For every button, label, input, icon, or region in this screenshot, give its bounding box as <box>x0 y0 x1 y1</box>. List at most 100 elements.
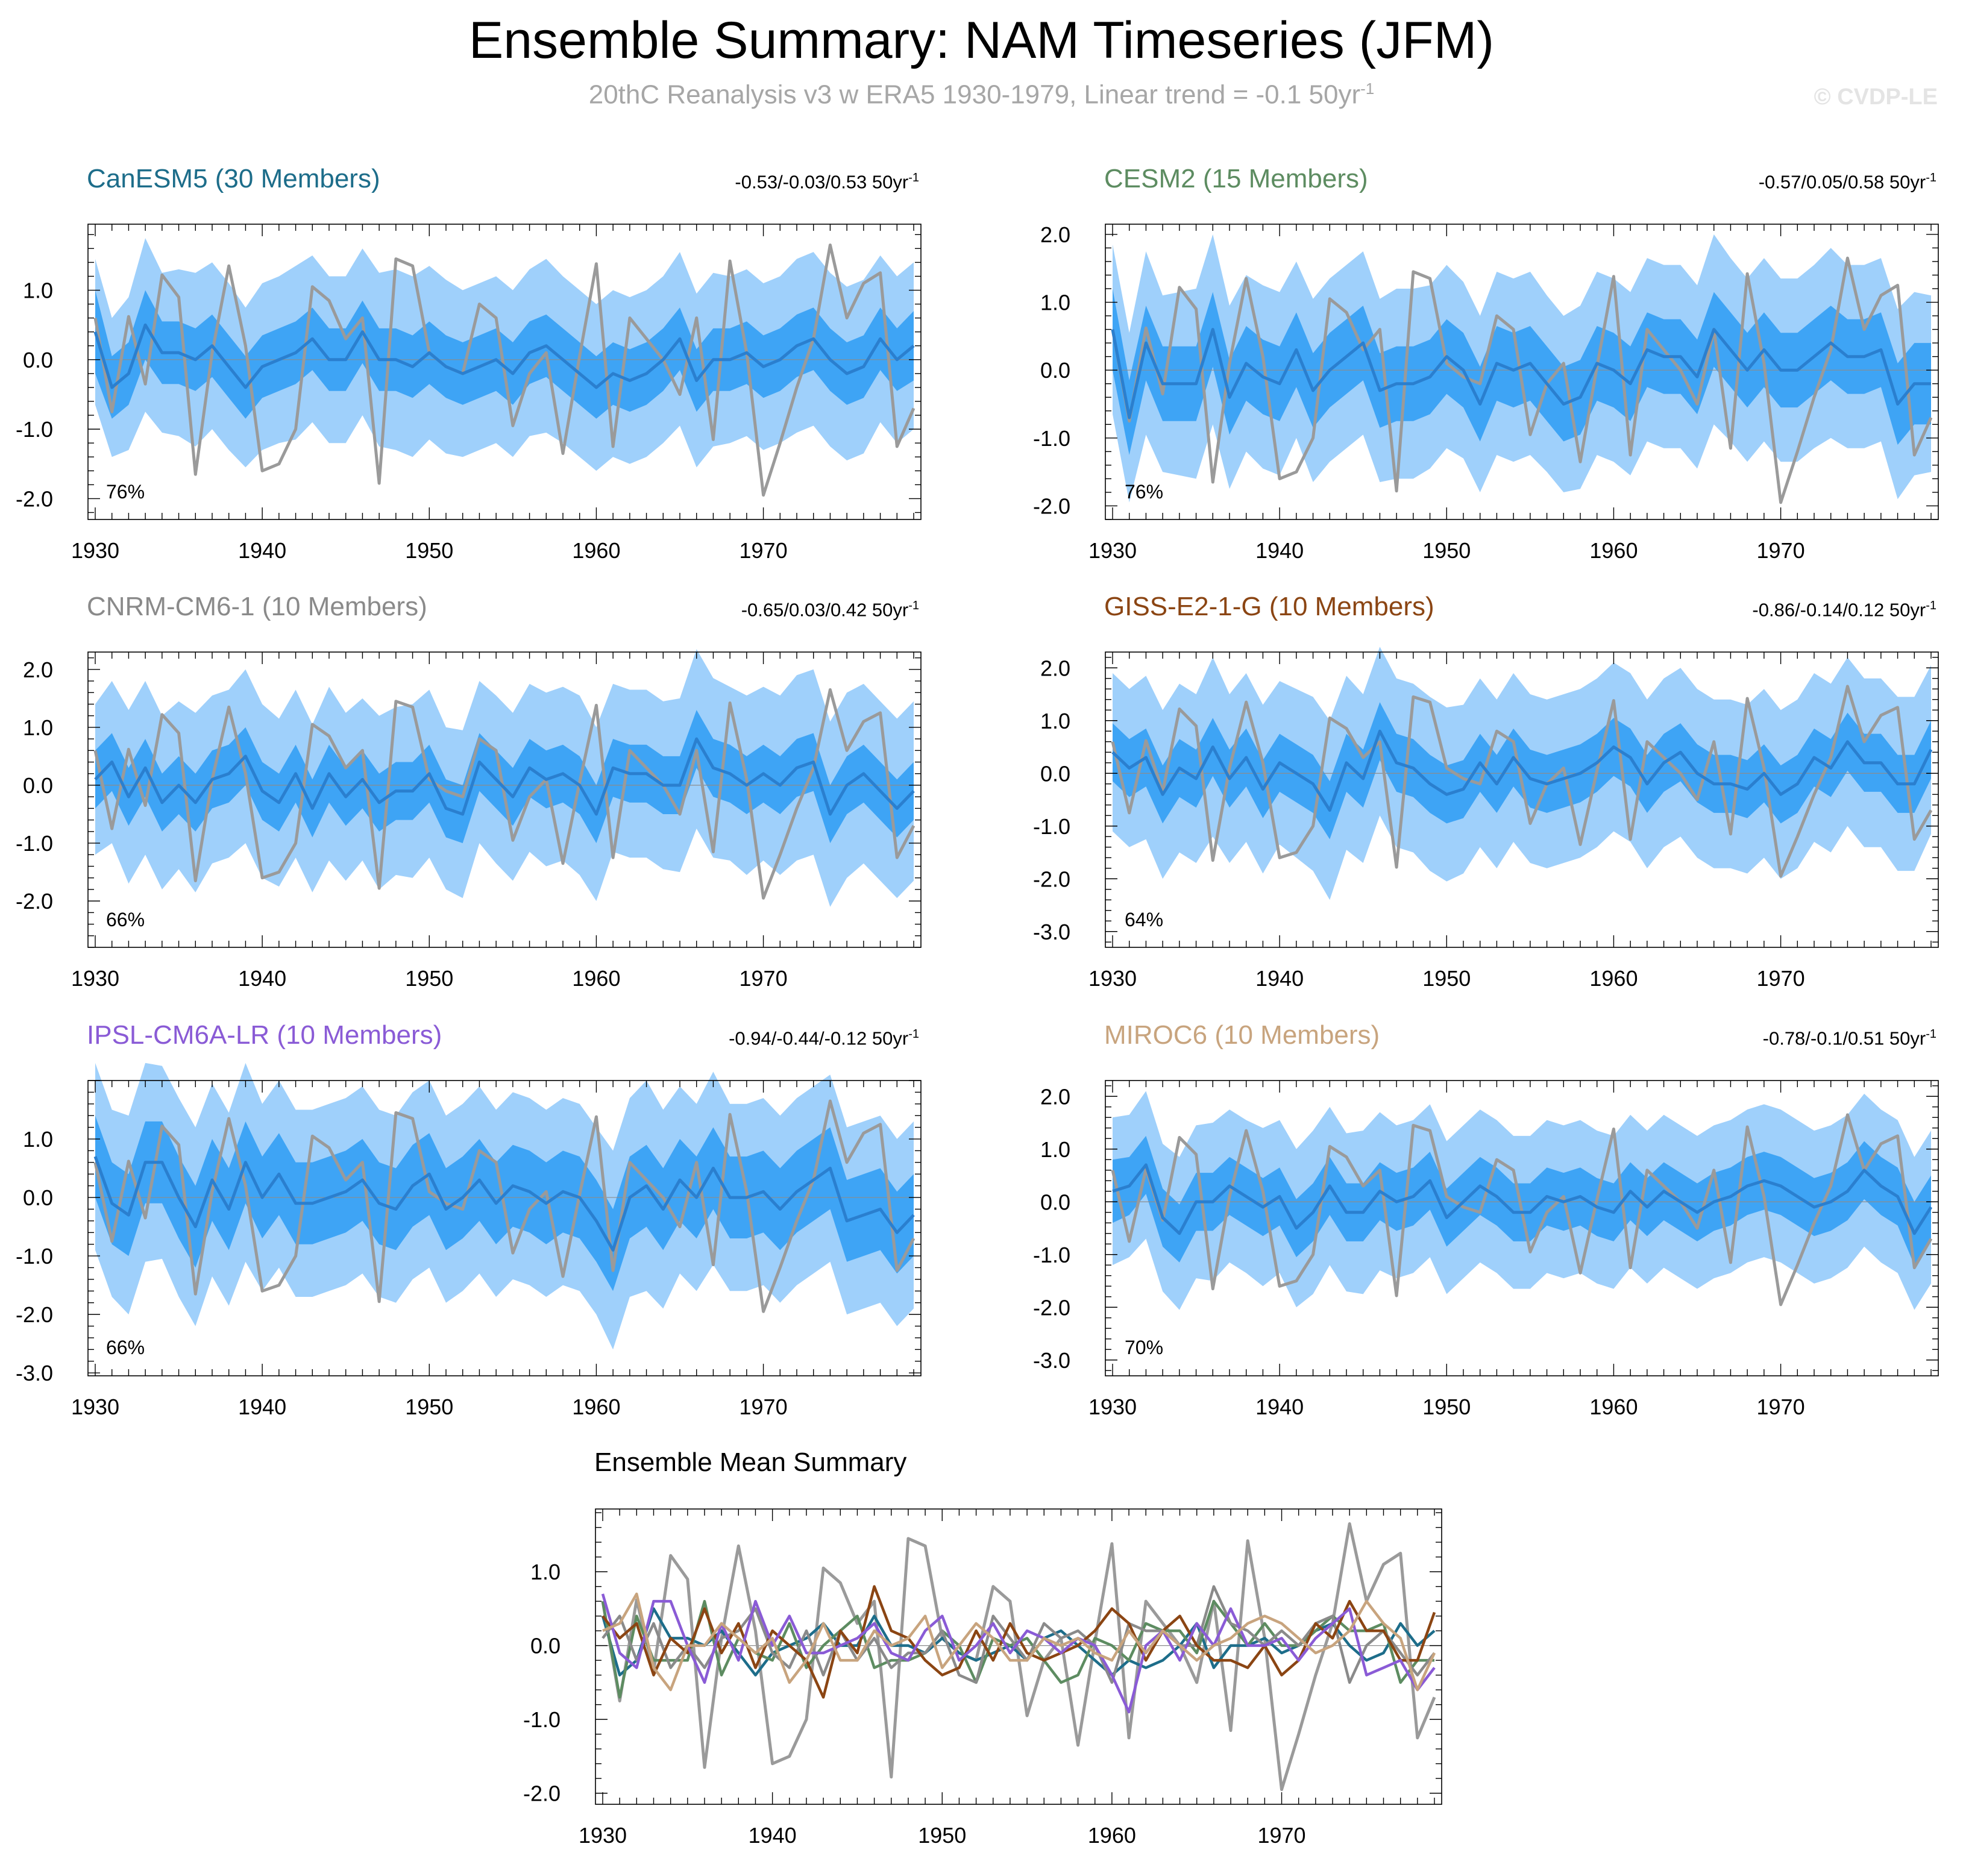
panel-canesm5-y-tick-label: 1.0 <box>23 278 53 303</box>
trend-range-text: -0.78/-0.1/0.51 50yr <box>1762 1027 1926 1049</box>
summary-y-tick-label: 1.0 <box>530 1560 561 1584</box>
panel-cnrm-cm6-1-y-tick-label: 1.0 <box>23 715 53 740</box>
summary-mean-line-giss-e2-1-g <box>601 1585 1436 1699</box>
panel-ipsl-cm6a-lr-frame <box>87 1080 922 1376</box>
panel-trend-range-cesm2: -0.57/0.05/0.58 50yr-1 <box>1759 171 1936 193</box>
ensemble-mean-line <box>1112 1163 1933 1235</box>
panel-canesm5-x-tick-label: 1950 <box>405 538 453 563</box>
panel-ipsl-cm6a-lr-x-tick-label: 1960 <box>572 1394 620 1419</box>
panel-giss-e2-1-g-y-tick-label: 2.0 <box>1040 656 1070 680</box>
panel-ipsl-cm6a-lr: 1930 1940 1950 1960 1970 1.0 0.0 -1.0 -2.0 -3.0 <box>16 1062 922 1419</box>
panel-title-ipsl: IPSL-CM6A-LR (10 Members) <box>87 1020 442 1050</box>
panel-ipsl-cm6a-lr-y-tick-label: -1.0 <box>16 1244 53 1269</box>
panel-giss-e2-1-g-x-tick-label: 1960 <box>1589 966 1638 991</box>
panel-cesm2: 1930 1940 1950 1960 1970 2.0 1.0 0.0 -1.0 -2.0 <box>1033 222 1939 563</box>
panel-canesm5-y-tick-label: 0.0 <box>23 348 53 372</box>
trend-range-exponent: -1 <box>908 599 919 612</box>
observed-series-line <box>93 1099 916 1313</box>
panel-miroc6-x-tick-label: 1940 <box>1255 1394 1304 1419</box>
panel-giss-e2-1-g-y-tick-label: 1.0 <box>1040 709 1070 733</box>
trend-range-exponent: -1 <box>1926 1027 1936 1041</box>
trend-range-exponent: -1 <box>908 171 919 184</box>
panel-giss-e2-1-g-y-tick-label: 0.0 <box>1040 761 1070 786</box>
trend-range-text: -0.86/-0.14/0.12 50yr <box>1752 599 1926 621</box>
panel-canesm5-y-tick-label: -1.0 <box>16 417 53 442</box>
trend-range-text: -0.94/-0.44/-0.12 50yr <box>729 1027 909 1049</box>
observed-series-line <box>93 688 916 900</box>
ensemble-mean-line <box>1111 729 1933 812</box>
panel-title-cesm2: CESM2 (15 Members) <box>1104 164 1368 193</box>
panel-giss-e2-1-g-y-tick-label: -3.0 <box>1033 920 1070 944</box>
panel-cesm2-x-tick-label: 1970 <box>1757 538 1805 563</box>
summary-y-tick-label: -2.0 <box>523 1781 561 1806</box>
panel-ipsl-cm6a-lr-y-tick-label: 0.0 <box>23 1185 53 1210</box>
trend-range-text: -0.57/0.05/0.58 50yr <box>1758 171 1926 193</box>
panel-miroc6-y-tick-label: -3.0 <box>1033 1348 1070 1373</box>
panel-miroc6-y-tick-label: -2.0 <box>1033 1295 1070 1320</box>
panel-ipsl-cm6a-lr-x-tick-label: 1950 <box>405 1394 453 1419</box>
panel-cnrm-cm6-1-y-tick-label: 0.0 <box>23 773 53 798</box>
subtitle-unit-exponent: -1 <box>1360 80 1375 98</box>
panel-giss-e2-1-g-x-tick-label: 1950 <box>1422 966 1471 991</box>
panel-miroc6-y-tick-label: 1.0 <box>1040 1137 1070 1162</box>
panel-canesm5-x-tick-label: 1970 <box>740 538 788 563</box>
panel-ipsl-cm6a-lr-y-tick-label: -3.0 <box>16 1361 53 1385</box>
panel-cnrm-cm6-1-x-tick-label: 1960 <box>572 966 620 991</box>
trend-range-exponent: -1 <box>908 1027 919 1041</box>
panel-title-cnrm: CNRM-CM6-1 (10 Members) <box>87 592 427 621</box>
panel-miroc6-x-tick-label: 1950 <box>1422 1394 1471 1419</box>
panel-ensemble-mean-summary: 1930 1940 1950 1960 1970 1.0 0.0 -1.0 -2.0 <box>523 1508 1442 1848</box>
panel-trend-range-canesm5: -0.53/-0.03/0.53 50yr-1 <box>735 171 919 193</box>
trend-range-exponent: -1 <box>1926 171 1936 184</box>
panel-cesm2-x-tick-label: 1940 <box>1255 538 1304 563</box>
panel-title-canesm5: CanESM5 (30 Members) <box>87 164 380 193</box>
summary-y-tick-label: 0.0 <box>530 1634 561 1658</box>
summary-mean-line-miroc6 <box>602 1592 1436 1692</box>
panel-cesm2-y-tick-label: 2.0 <box>1040 222 1070 247</box>
summary-x-tick-label: 1940 <box>749 1823 797 1848</box>
panel-giss-e2-1-g-y-tick-label: -2.0 <box>1033 867 1070 891</box>
panel-cnrm-cm6-1-y-tick-label: -1.0 <box>16 831 53 856</box>
panel-cesm2-x-tick-label: 1960 <box>1589 538 1638 563</box>
panel-ipsl-cm6a-lr-y-tick-label: -2.0 <box>16 1302 53 1327</box>
summary-x-tick-label: 1960 <box>1088 1823 1136 1848</box>
panel-pattern-corr-giss: 64% <box>1125 909 1164 930</box>
panel-canesm5-frame <box>87 224 922 520</box>
panel-miroc6-x-tick-label: 1960 <box>1589 1394 1638 1419</box>
panel-cnrm-cm6-1: 1930 1940 1950 1960 1970 2.0 1.0 0.0 -1.0 -2.0 <box>16 649 922 991</box>
panel-cesm2-x-tick-label: 1930 <box>1088 538 1137 563</box>
subtitle-text: 20thC Reanalysis v3 w ERA5 1930-1979, Li… <box>588 80 1361 110</box>
summary-x-tick-label: 1930 <box>579 1823 627 1848</box>
panel-cnrm-cm6-1-x-tick-label: 1950 <box>405 966 453 991</box>
panel-cnrm-cm6-1-y-tick-label: -2.0 <box>16 889 53 914</box>
panel-miroc6-x-tick-label: 1970 <box>1757 1394 1805 1419</box>
observed-series-line <box>93 243 916 497</box>
panel-miroc6-y-tick-label: -1.0 <box>1033 1243 1070 1267</box>
panel-giss-e2-1-g-x-tick-label: 1970 <box>1757 966 1805 991</box>
observed-series-line <box>1111 685 1933 878</box>
ensemble-mean-line <box>93 1156 915 1252</box>
panel-miroc6-frame <box>1105 1080 1939 1376</box>
credit-watermark: © CVDP-LE <box>1814 84 1938 110</box>
panel-cnrm-cm6-1-x-tick-label: 1930 <box>71 966 119 991</box>
panel-cesm2-y-tick-label: 1.0 <box>1040 290 1070 315</box>
panel-cnrm-cm6-1-x-tick-label: 1940 <box>238 966 286 991</box>
observed-series-line <box>1111 256 1933 504</box>
summary-y-tick-label: -1.0 <box>523 1707 561 1732</box>
panel-pattern-corr-cnrm: 66% <box>106 909 145 930</box>
panel-pattern-corr-cesm2: 76% <box>1125 481 1164 503</box>
panel-cesm2-frame <box>1105 224 1939 520</box>
panel-miroc6-x-tick-label: 1930 <box>1088 1394 1137 1419</box>
summary-x-tick-label: 1970 <box>1257 1823 1305 1848</box>
summary-observed-line <box>601 1522 1436 1791</box>
ensemble-mean-line <box>94 737 915 816</box>
panel-miroc6-y-tick-label: 2.0 <box>1040 1084 1070 1109</box>
panel-trend-range-ipsl: -0.94/-0.44/-0.12 50yr-1 <box>729 1027 919 1049</box>
page-title: Ensemble Summary: NAM Timeseries (JFM) <box>468 11 1495 69</box>
panel-giss-e2-1-g-x-tick-label: 1930 <box>1088 966 1137 991</box>
panel-cnrm-cm6-1-y-tick-label: 2.0 <box>23 657 53 682</box>
panel-canesm5-x-tick-label: 1960 <box>572 538 620 563</box>
summary-frame <box>595 1508 1442 1805</box>
summary-x-tick-label: 1950 <box>918 1823 966 1848</box>
